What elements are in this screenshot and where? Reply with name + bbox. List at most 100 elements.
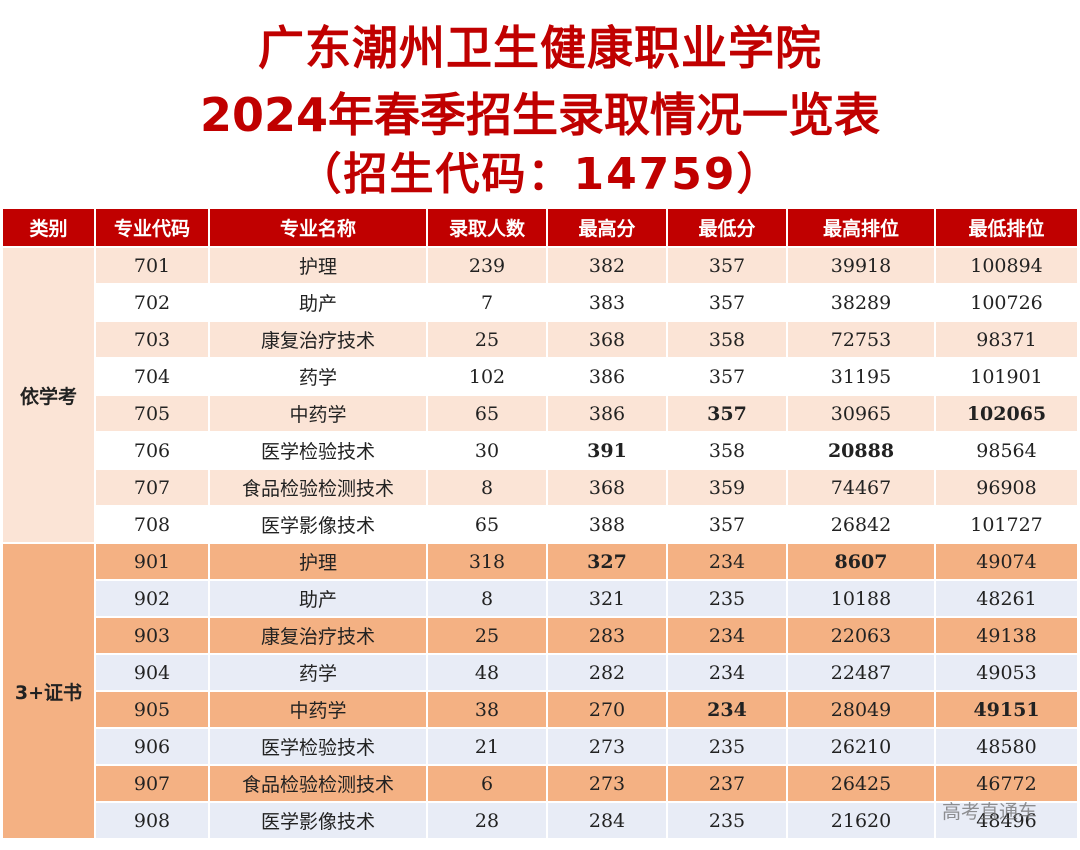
major-name: 中药学	[208, 394, 428, 433]
major-name: 医学影像技术	[208, 801, 428, 840]
max-score: 270	[546, 690, 668, 729]
max-rank: 21620	[786, 801, 936, 840]
max-rank: 30965	[786, 394, 936, 433]
category-cell: 依学考	[1, 246, 96, 544]
min-rank: 101901	[934, 357, 1079, 396]
min-score-highlight: 357	[666, 394, 788, 433]
max-rank: 38289	[786, 283, 936, 322]
admitted-count: 65	[426, 505, 548, 544]
admitted-count: 65	[426, 394, 548, 433]
major-code: 706	[94, 431, 210, 470]
max-score: 388	[546, 505, 668, 544]
max-score: 284	[546, 801, 668, 840]
min-score: 357	[666, 283, 788, 322]
major-name: 护理	[208, 542, 428, 581]
major-code: 701	[94, 246, 210, 285]
admitted-count: 48	[426, 653, 548, 692]
max-rank: 22487	[786, 653, 936, 692]
table-row: 904 药学 48 282 234 22487 49053	[2, 653, 1079, 692]
major-code: 901	[94, 542, 210, 581]
admitted-count: 8	[426, 468, 548, 507]
admitted-count: 102	[426, 357, 548, 396]
max-rank-highlight: 8607	[786, 542, 936, 581]
major-name: 助产	[208, 283, 428, 322]
admitted-count: 25	[426, 616, 548, 655]
admitted-count: 239	[426, 246, 548, 285]
min-score: 235	[666, 727, 788, 766]
major-name: 食品检验检测技术	[208, 764, 428, 803]
admitted-count: 28	[426, 801, 548, 840]
table-row: 908 医学影像技术 28 284 235 21620 48496	[2, 801, 1079, 840]
max-rank: 28049	[786, 690, 936, 729]
max-rank: 26425	[786, 764, 936, 803]
enrollment-code-title: （招生代码：14759）	[297, 149, 783, 200]
max-score: 283	[546, 616, 668, 655]
table-header-row: 类别 专业代码 专业名称 录取人数 最高分 最低分 最高排位 最低排位	[1, 207, 1079, 248]
major-name: 康复治疗技术	[208, 616, 428, 655]
min-rank: 49053	[934, 653, 1079, 692]
table-row: 依学考 701 护理 239 382 357 39918 100894	[1, 246, 1079, 544]
table-row: 3+证书 901 护理 318 327 234 8607 49074	[1, 542, 1079, 840]
max-rank: 22063	[786, 616, 936, 655]
min-rank: 96908	[934, 468, 1079, 507]
max-rank: 26842	[786, 505, 936, 544]
table-row: 906 医学检验技术 21 273 235 26210 48580	[2, 727, 1079, 766]
table-row: 902 助产 8 321 235 10188 48261	[2, 579, 1079, 618]
min-rank: 49138	[934, 616, 1079, 655]
school-title: 广东潮州卫生健康职业学院	[258, 21, 822, 75]
min-rank: 46772	[934, 764, 1079, 803]
major-code: 902	[94, 579, 210, 618]
min-score: 357	[666, 357, 788, 396]
header-max-score: 最高分	[546, 207, 668, 248]
max-score-highlight: 391	[546, 431, 668, 470]
min-rank: 49074	[934, 542, 1079, 581]
table-row: 907 食品检验检测技术 6 273 237 26425 46772	[2, 764, 1079, 803]
max-score: 386	[546, 357, 668, 396]
min-rank: 100894	[934, 246, 1079, 285]
admitted-count: 30	[426, 431, 548, 470]
major-code: 905	[94, 690, 210, 729]
max-score: 273	[546, 764, 668, 803]
header-min-score: 最低分	[666, 207, 788, 248]
min-score: 234	[666, 616, 788, 655]
admission-table: 类别 专业代码 专业名称 录取人数 最高分 最低分 最高排位 最低排位 依学考 …	[1, 207, 1079, 840]
table-title: 2024年春季招生录取情况一览表	[199, 88, 881, 142]
min-score: 357	[666, 505, 788, 544]
table-row: 702 助产 7 383 357 38289 100726	[2, 283, 1079, 322]
max-rank: 26210	[786, 727, 936, 766]
admitted-count: 318	[426, 542, 548, 581]
header-category: 类别	[1, 207, 96, 248]
major-code: 705	[94, 394, 210, 433]
major-code: 908	[94, 801, 210, 840]
admitted-count: 6	[426, 764, 548, 803]
major-code: 904	[94, 653, 210, 692]
max-score: 368	[546, 468, 668, 507]
min-rank: 98371	[934, 320, 1079, 359]
major-name: 医学检验技术	[208, 431, 428, 470]
header-max-rank: 最高排位	[786, 207, 936, 248]
max-rank-highlight: 20888	[786, 431, 936, 470]
max-score: 382	[546, 246, 668, 285]
min-rank: 100726	[934, 283, 1079, 322]
header-major-code: 专业代码	[94, 207, 210, 248]
major-code: 703	[94, 320, 210, 359]
min-score: 235	[666, 579, 788, 618]
table-row: 905 中药学 38 270 234 28049 49151	[2, 690, 1079, 729]
header-admitted-count: 录取人数	[426, 207, 548, 248]
table-row: 707 食品检验检测技术 8 368 359 74467 96908	[2, 468, 1079, 507]
major-name: 护理	[208, 246, 428, 285]
min-score: 357	[666, 246, 788, 285]
max-score: 383	[546, 283, 668, 322]
max-rank: 39918	[786, 246, 936, 285]
max-score-highlight: 327	[546, 542, 668, 581]
major-code: 708	[94, 505, 210, 544]
table-row: 704 药学 102 386 357 31195 101901	[2, 357, 1079, 396]
major-name: 助产	[208, 579, 428, 618]
max-score: 273	[546, 727, 668, 766]
min-score: 234	[666, 542, 788, 581]
table-row: 903 康复治疗技术 25 283 234 22063 49138	[2, 616, 1079, 655]
max-score: 282	[546, 653, 668, 692]
min-score: 359	[666, 468, 788, 507]
major-name: 医学影像技术	[208, 505, 428, 544]
min-rank-highlight: 102065	[934, 394, 1079, 433]
